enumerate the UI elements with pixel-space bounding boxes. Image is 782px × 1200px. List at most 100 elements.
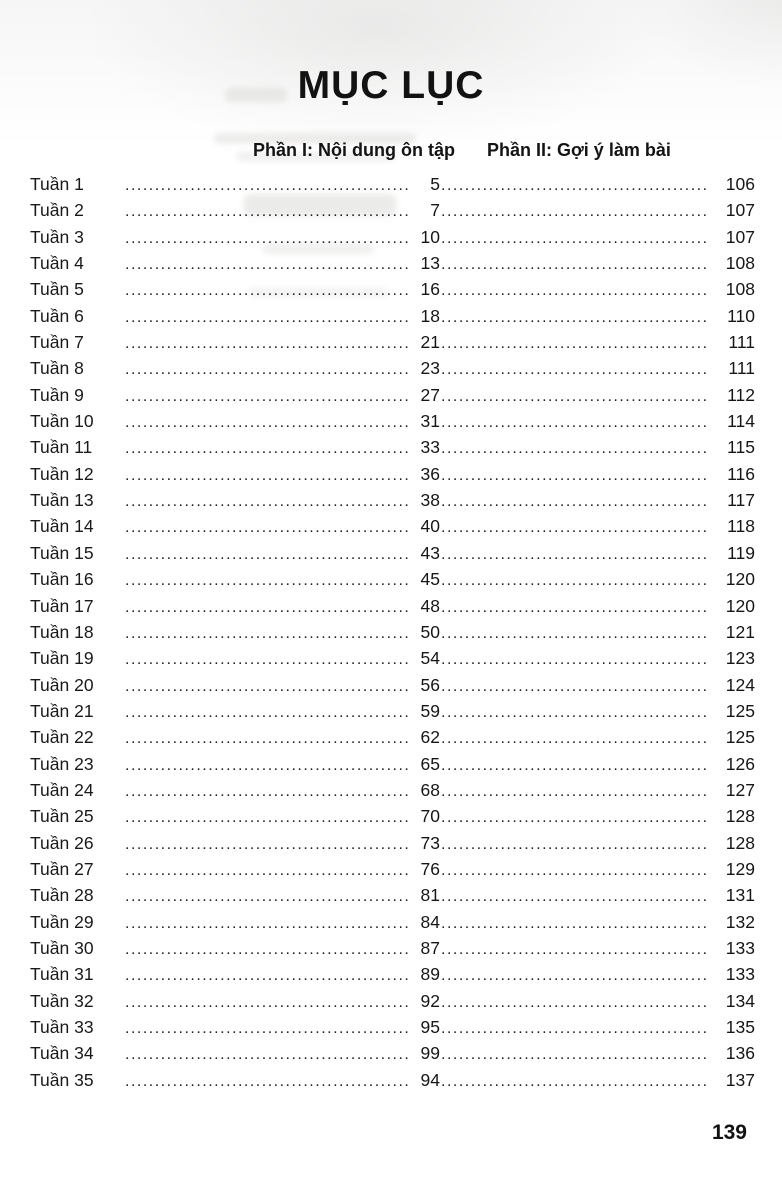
dot-leader [125, 672, 408, 700]
toc-row-part2-page: 107 [725, 200, 755, 221]
toc-row-part1-page: 73 [420, 832, 440, 853]
dot-leader [441, 803, 707, 831]
toc-row-part1-page: 31 [420, 411, 440, 432]
toc-row-part2-page: 118 [727, 516, 755, 537]
toc-row-label: Tuần 21 [30, 700, 94, 721]
toc-row-label: Tuần 6 [30, 305, 84, 326]
toc-row: Tuần 22 62 125 [30, 724, 755, 750]
dot-leader [441, 672, 707, 700]
dot-leader [441, 513, 707, 541]
dot-leader [441, 355, 707, 383]
toc-row: Tuần 17 48 120 [30, 593, 755, 619]
toc-row-label: Tuần 3 [30, 226, 84, 247]
toc-row: Tuần 18 50 121 [30, 619, 755, 645]
toc-row-part1-page: 94 [420, 1069, 440, 1090]
toc-row-part2-page: 131 [725, 885, 755, 906]
toc-row-label: Tuần 7 [30, 332, 84, 353]
toc-row-label: Tuần 10 [30, 411, 94, 432]
dot-leader [125, 1040, 408, 1068]
toc-row-part1-page: 92 [420, 990, 440, 1011]
toc-row-part2-page: 108 [725, 253, 755, 274]
toc-row-part1-page: 68 [420, 779, 440, 800]
toc-row: Tuần 3 10 107 [30, 224, 755, 250]
toc-row-label: Tuần 2 [30, 200, 84, 221]
toc-row-part2-page: 120 [725, 595, 755, 616]
toc-row-part2-page: 125 [725, 727, 755, 748]
dot-leader [125, 645, 408, 673]
dot-leader [441, 830, 707, 858]
toc-row: Tuần 35 94 137 [30, 1067, 755, 1093]
toc-row-part1-page: 50 [420, 621, 440, 642]
toc-row-label: Tuần 11 [30, 437, 93, 458]
toc-row-label: Tuần 24 [30, 779, 94, 800]
dot-leader [125, 961, 408, 989]
toc-row: Tuần 24 68 127 [30, 777, 755, 803]
toc-row: Tuần 5 16 108 [30, 276, 755, 302]
toc-row-part1-page: 95 [420, 1017, 440, 1037]
toc-row-label: Tuần 34 [30, 1043, 94, 1064]
toc-row-part2-page: 110 [727, 305, 755, 326]
dot-leader [125, 303, 408, 331]
toc-row-label: Tuần 31 [30, 964, 94, 985]
column-header-part2: Phần II: Gợi ý làm bài [487, 140, 671, 160]
toc-row-part2-page: 135 [725, 1017, 755, 1037]
toc-row: Tuần 11 33 115 [30, 434, 755, 460]
dot-leader [125, 408, 408, 436]
dot-leader [125, 540, 408, 568]
toc-row-part1-page: 76 [420, 858, 440, 879]
column-header-part1: Phần I: Nội dung ôn tập [253, 140, 455, 160]
dot-leader [441, 434, 707, 462]
dot-leader [441, 250, 707, 278]
toc-row-part1-page: 36 [420, 463, 440, 484]
bleedthrough-artifact [225, 88, 287, 102]
toc-row-part1-page: 7 [430, 200, 440, 221]
dot-leader [441, 540, 707, 568]
dot-leader [125, 329, 408, 357]
toc-row-part1-page: 27 [420, 384, 440, 405]
toc-row-part1-page: 54 [420, 648, 440, 669]
toc-row-part2-page: 133 [725, 964, 755, 985]
toc-row-label: Tuần 25 [30, 806, 94, 827]
dot-leader [441, 724, 707, 752]
toc-row-part2-page: 129 [725, 858, 755, 879]
toc-row-part2-page: 128 [725, 832, 755, 853]
toc-row: Tuần 8 23 111 [30, 355, 755, 381]
dot-leader [125, 461, 408, 489]
dot-leader [441, 408, 707, 436]
toc-row: Tuần 13 38 117 [30, 487, 755, 513]
toc-row-part1-page: 5 [430, 174, 440, 194]
dot-leader [125, 224, 408, 252]
dot-leader [125, 593, 408, 621]
dot-leader [125, 909, 408, 937]
toc-row-part2-page: 112 [727, 384, 755, 405]
toc-row-label: Tuần 5 [30, 279, 84, 300]
toc-row: Tuần 7 21 111 [30, 329, 755, 355]
toc-row-part2-page: 106 [725, 174, 755, 194]
toc-row-label: Tuần 8 [30, 358, 84, 379]
dot-leader [441, 961, 707, 989]
toc-row: Tuần 33 95 135 [30, 1014, 755, 1040]
folio-page-number: 139 [711, 1121, 747, 1144]
toc-row-part1-page: 40 [420, 516, 440, 537]
toc-row-part1-page: 81 [420, 885, 440, 906]
toc-row-part2-page: 121 [725, 621, 755, 642]
toc-row: Tuần 14 40 118 [30, 513, 755, 539]
toc-row: Tuần 2 7 107 [30, 197, 755, 223]
toc-row-part1-page: 48 [420, 595, 440, 616]
toc-row: Tuần 10 31 114 [30, 408, 755, 434]
toc-row-part2-page: 133 [725, 937, 755, 958]
toc-row-part2-page: 137 [725, 1069, 755, 1090]
page-title: MỤC LỤC [297, 64, 485, 107]
toc-row-part1-page: 21 [420, 332, 440, 353]
dot-leader [441, 1040, 707, 1068]
toc-row: Tuần 1 5 106 [30, 171, 755, 197]
dot-leader [125, 1014, 408, 1042]
toc-row-part1-page: 70 [420, 806, 440, 827]
dot-leader [441, 461, 707, 489]
toc-row-part2-page: 108 [725, 279, 755, 300]
toc-row-label: Tuần 4 [30, 253, 84, 274]
toc-row-part1-page: 65 [420, 753, 440, 774]
dot-leader [441, 988, 707, 1016]
toc-row-label: Tuần 13 [30, 490, 94, 511]
column-headers: Phần I: Nội dung ôn tập Phần II: Gợi ý l… [0, 140, 782, 168]
